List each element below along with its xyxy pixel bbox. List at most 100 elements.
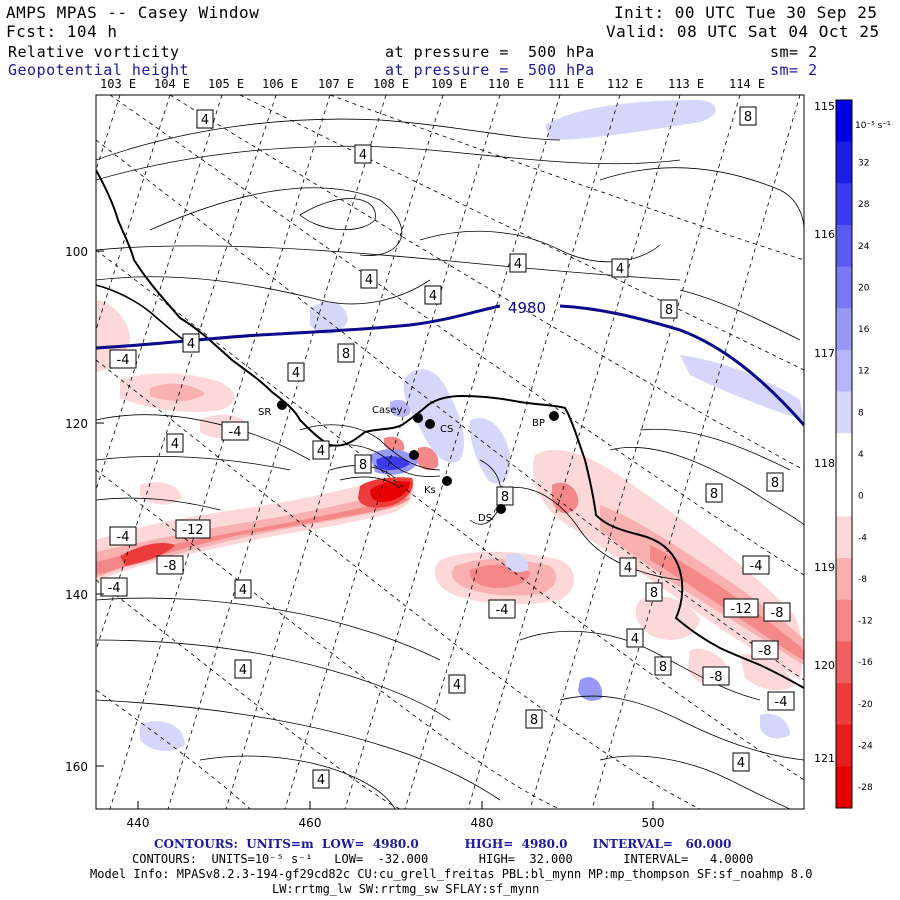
forecast-hour: Fcst: 104 h	[6, 22, 118, 41]
svg-text:4: 4	[616, 262, 624, 277]
init-time: Init: 00 UTC Tue 30 Sep 25	[614, 3, 878, 22]
contour-label: 8	[766, 472, 784, 492]
coastline	[96, 169, 804, 689]
lon-label: 108 E	[373, 77, 410, 91]
colorbar-segment	[836, 683, 852, 726]
longitude-grid	[96, 95, 801, 809]
colorbar-segment	[836, 641, 852, 684]
colorbar-tick-label: -12	[858, 617, 873, 627]
lon-label: 106 E	[262, 77, 299, 91]
x-tick-label: 500	[642, 816, 665, 830]
colorbar-tick-label: -16	[858, 658, 873, 668]
colorbar-frame	[835, 99, 853, 809]
field1-name: Relative vorticity	[8, 43, 180, 61]
colorbar-segment	[836, 516, 852, 559]
svg-text:4: 4	[317, 444, 325, 459]
positive-vorticity-shading	[140, 100, 804, 752]
field2-level: at pressure = 500 hPa	[385, 61, 595, 79]
contour-label: 8	[645, 582, 663, 602]
colorbar-tick-label: 20	[858, 283, 870, 293]
contour-label: -4	[221, 421, 249, 441]
contour-label: -4	[488, 599, 516, 619]
contour-label: -8	[763, 602, 791, 622]
contour-label: -12	[723, 598, 759, 618]
map-frame	[95, 94, 805, 810]
contour-label: 4	[360, 269, 378, 289]
colorbar-segment	[836, 266, 852, 309]
colorbar	[835, 99, 853, 809]
colorbar-segment	[836, 100, 852, 143]
svg-text:8: 8	[771, 476, 779, 491]
svg-text:8: 8	[659, 660, 667, 675]
svg-text:4: 4	[514, 257, 522, 272]
contour-label: 8	[525, 709, 543, 729]
vorticity-contours	[96, 118, 804, 809]
station-label-sr: SR	[258, 407, 271, 418]
svg-text:-4: -4	[117, 530, 130, 545]
lon-label: 107 E	[318, 77, 355, 91]
colorbar-tick-label: -28	[858, 783, 873, 793]
contour-label: 4	[234, 659, 252, 679]
x-tick-label: 480	[471, 816, 494, 830]
svg-text:8: 8	[530, 713, 538, 728]
contour-label: 4	[732, 752, 750, 772]
colorbar-tick-label: -4	[858, 533, 867, 543]
lon-label: 109 E	[431, 77, 468, 91]
svg-text:-8: -8	[710, 670, 723, 685]
lon-label: 104 E	[154, 77, 191, 91]
contour-label: 8	[654, 656, 672, 676]
colorbar-segment	[836, 391, 852, 434]
svg-text:-4: -4	[750, 559, 763, 574]
contour-label: 4	[626, 628, 644, 648]
contour-label: 8	[354, 454, 372, 474]
svg-text:-4: -4	[108, 581, 121, 596]
contour-label: -8	[702, 666, 730, 686]
svg-text:-8: -8	[771, 606, 784, 621]
geopotential-label-4980: 4980	[508, 299, 546, 317]
colorbar-segment	[836, 599, 852, 642]
contour-label: 4	[312, 440, 330, 460]
contour-label: -4	[767, 691, 795, 711]
contour-label: 8	[660, 299, 678, 319]
colorbar-segment	[836, 141, 852, 184]
field2-smoothing: sm= 2	[770, 61, 818, 79]
lon-label: 114 E	[729, 77, 766, 91]
svg-text:4: 4	[365, 273, 373, 288]
svg-text:4: 4	[187, 337, 195, 352]
contour-label: 8	[496, 486, 514, 506]
svg-text:-8: -8	[164, 559, 177, 574]
y-tick-label: 160	[65, 760, 88, 774]
contour-label: 8	[337, 343, 355, 363]
contour-label: 4	[166, 433, 184, 453]
station-label-bp: BP	[532, 418, 545, 429]
contour-label: 4	[424, 285, 442, 305]
svg-text:4: 4	[239, 663, 247, 678]
station-label-casey: Casey	[372, 405, 402, 416]
svg-text:4: 4	[317, 773, 325, 788]
svg-text:4: 4	[171, 437, 179, 452]
contour-label: 4	[619, 557, 637, 577]
station-label-ks: Ks	[424, 485, 436, 496]
contour-labels: 4 4 4 4 4 4 4 4 4 4 4 4 4 4 4 4 4 -4 -4 …	[100, 106, 795, 789]
contour-label: 4	[287, 362, 305, 382]
latitude-grid	[96, 95, 804, 809]
svg-text:-12: -12	[182, 523, 203, 538]
contour-label: 4	[448, 674, 466, 694]
colorbar-segment	[836, 183, 852, 226]
svg-text:-12: -12	[730, 602, 751, 617]
colorbar-segment	[836, 766, 852, 809]
contour-label: 4	[354, 144, 372, 164]
contour-label: 4	[234, 579, 252, 599]
colorbar-segment	[836, 308, 852, 351]
svg-text:4: 4	[201, 113, 209, 128]
contour-label: -8	[156, 555, 184, 575]
svg-text:8: 8	[710, 487, 718, 502]
station-label-ds: DS	[478, 513, 492, 524]
field1-level: at pressure = 500 hPa	[385, 43, 595, 61]
svg-text:8: 8	[501, 490, 509, 505]
colorbar-segment	[836, 474, 852, 517]
colorbar-tick-label: 4	[858, 450, 864, 460]
colorbar-segment	[836, 224, 852, 268]
lon-label: 113 E	[668, 77, 705, 91]
colorbar-segment	[836, 349, 852, 393]
